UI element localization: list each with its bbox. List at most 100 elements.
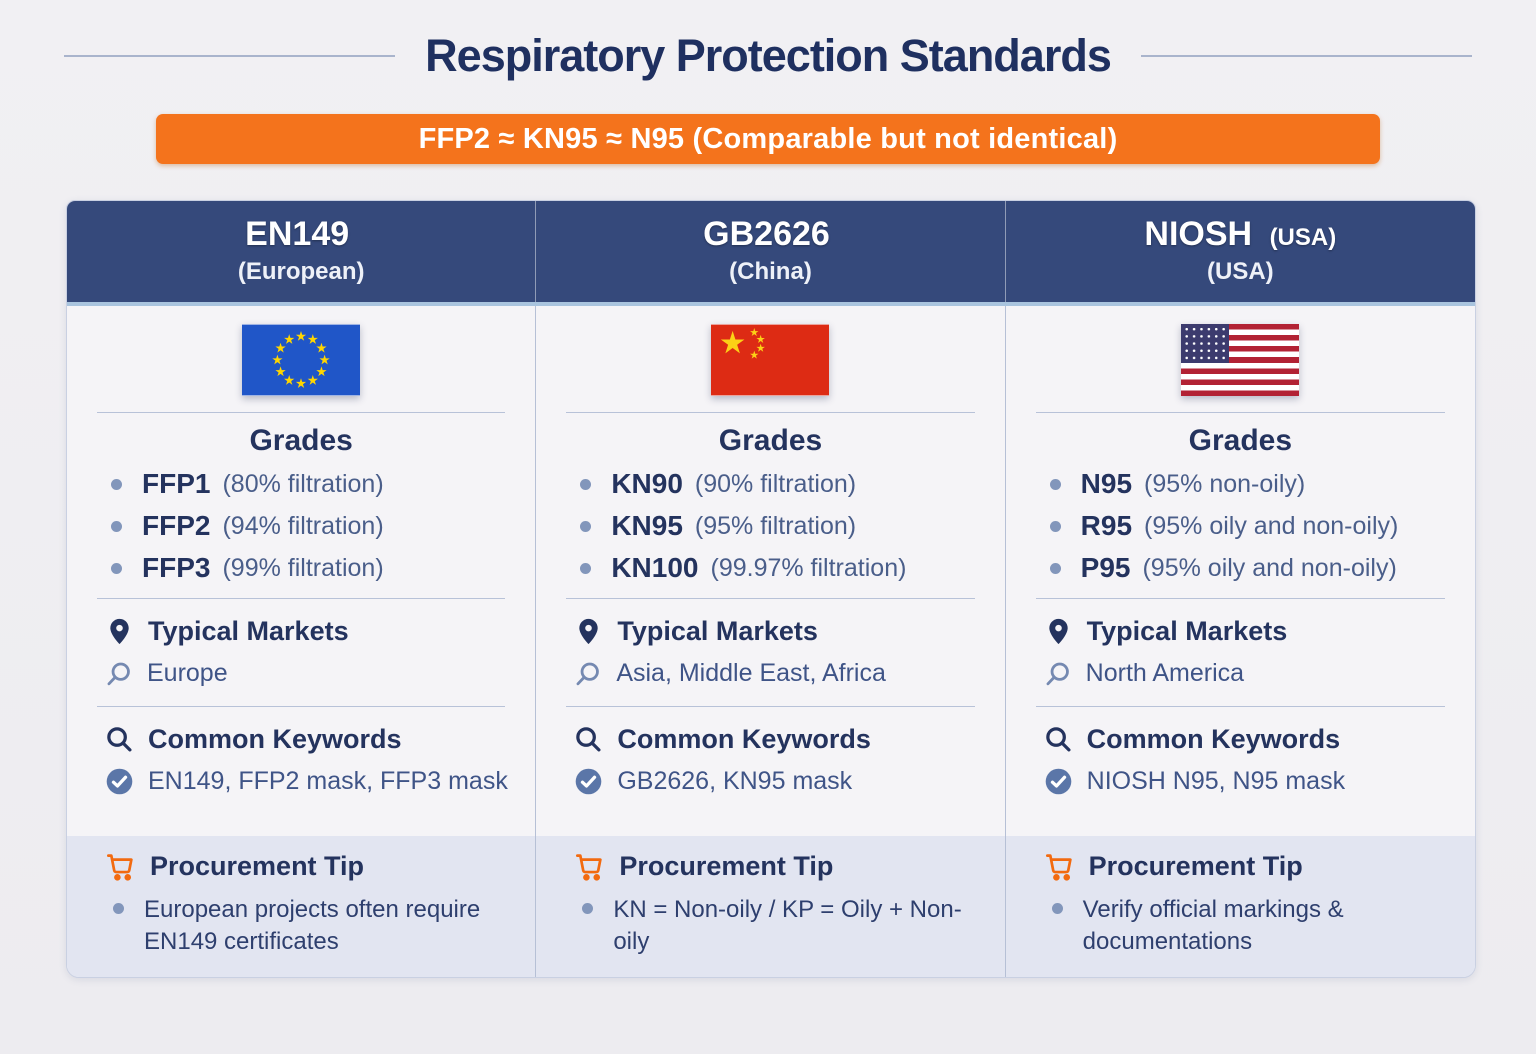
bullet-dot [582, 903, 594, 914]
standard-name: EN149 [73, 215, 529, 254]
grades-list: KN90 (90% filtration) KN95 (95% filtration… [536, 468, 1004, 584]
eu-flag [242, 324, 361, 396]
markets-text: North America [1085, 659, 1245, 687]
grade-detail: (95% oily and non-oily) [1142, 553, 1397, 582]
title-flank-line-right [1140, 55, 1473, 57]
bullet-dot [1049, 478, 1061, 490]
common-keywords-title: Common Keywords [67, 724, 535, 755]
grades-heading: Grades [249, 424, 353, 457]
keywords-text: EN149, FFP2 mask, FFP3 mask [148, 767, 508, 795]
standard-name: GB2626 [542, 215, 998, 254]
common-keywords-title: Common Keywords [1006, 724, 1475, 755]
bullet-dot [113, 903, 124, 914]
section-divider [1035, 598, 1445, 599]
equivalence-banner: FFP2 ≈ KN95 ≈ N95 (Comparable but not id… [156, 114, 1380, 164]
standard-code: GB2626 [703, 215, 830, 253]
bullet-dot [111, 520, 122, 532]
grade-name: FFP1 [142, 468, 211, 499]
grade-item: R95 (95% oily and non-oily) [1049, 510, 1465, 542]
procurement-tip-title: Procurement Tip [1006, 851, 1451, 882]
markets-text: Asia, Middle East, Africa [616, 659, 886, 687]
table-header-row: EN149 (European) GB2626 (China) NIOSH (U… [67, 201, 1475, 306]
section-divider [97, 706, 506, 707]
markets-text: Europe [147, 659, 228, 687]
procurement-tip-text: European projects often require EN149 ce… [67, 894, 511, 959]
grade-item: KN90 (90% filtration) [580, 468, 994, 500]
check-circle-icon [574, 767, 604, 796]
section-divider [566, 412, 975, 413]
bullet-dot [580, 520, 592, 532]
china-flag [711, 324, 830, 396]
standard-region: (China) [729, 258, 812, 285]
common-keywords-label: Common Keywords [617, 724, 871, 754]
grade-detail: (95% non-oily) [1144, 469, 1306, 498]
grade-item: KN100 (99.97% filtration) [580, 552, 994, 584]
bullet-dot [580, 562, 592, 574]
column-header-gb2626: GB2626 (China) [536, 201, 1006, 302]
grade-detail: (94% filtration) [222, 511, 384, 540]
magnifier-icon [576, 662, 600, 685]
tip-text: European projects often require EN149 ce… [144, 896, 481, 956]
common-keywords-title: Common Keywords [536, 724, 1004, 755]
column-header-en149: EN149 (European) [67, 201, 537, 302]
title-row: Respiratory Protection Standards [64, 30, 1473, 82]
column-gb2626: Grades KN90 (90% filtration) KN95 (95% fil… [536, 306, 1006, 836]
page-title: Respiratory Protection Standards [425, 30, 1112, 81]
standard-code-suffix: (USA) [1269, 224, 1337, 251]
standard-name: NIOSH (USA) [1012, 215, 1469, 254]
common-keywords-value: EN149, FFP2 mask, FFP3 mask [67, 767, 535, 796]
tip-text: KN = Non-oily / KP = Oily + Non-oily [613, 896, 962, 956]
section-divider [1035, 706, 1445, 707]
common-keywords-value: NIOSH N95, N95 mask [1006, 767, 1475, 796]
bullet-dot [1049, 562, 1061, 574]
keywords-text: NIOSH N95, N95 mask [1086, 767, 1346, 795]
grade-item: KN95 (95% filtration) [580, 510, 994, 542]
grade-detail: (99% filtration) [222, 553, 384, 582]
procurement-tip-gb2626: Procurement Tip KN = Non-oily / KP = Oil… [536, 836, 1006, 977]
grades-heading: Grades [718, 424, 823, 457]
location-pin-icon [579, 618, 599, 645]
common-keywords-label: Common Keywords [148, 724, 402, 754]
standard-code: EN149 [245, 215, 350, 253]
procurement-tip-title: Procurement Tip [536, 851, 980, 882]
procurement-tip-text: Verify official markings & documentation… [1006, 894, 1451, 959]
search-icon [1045, 727, 1071, 752]
respiratory-standards-infographic: Respiratory Protection Standards FFP2 ≈ … [0, 30, 1536, 1054]
section-divider [1035, 412, 1445, 413]
procurement-tip-label: Procurement Tip [150, 851, 365, 881]
check-circle-icon [1043, 767, 1073, 796]
grade-item: N95 (95% non-oily) [1049, 468, 1465, 500]
grades-list: N95 (95% non-oily) R95 (95% oily and non-o… [1006, 468, 1475, 584]
grade-detail: (80% filtration) [222, 469, 384, 498]
magnifier-icon [1046, 662, 1069, 685]
usa-flag-canton [1181, 324, 1230, 363]
location-pin-icon [110, 618, 129, 645]
bullet-dot [111, 562, 122, 574]
tip-text: Verify official markings & documentation… [1082, 896, 1344, 956]
cart-icon [107, 854, 133, 881]
grade-name: N95 [1080, 468, 1133, 499]
table-body: Grades FFP1 (80% filtration) FFP2 (94% fil… [67, 306, 1475, 836]
grade-item: FFP2 (94% filtration) [111, 510, 525, 542]
typical-markets-label: Typical Markets [1086, 616, 1288, 646]
standard-region: (European) [237, 258, 365, 285]
procurement-tip-text: KN = Non-oily / KP = Oily + Non-oily [536, 894, 980, 959]
grade-item: P95 (95% oily and non-oily) [1049, 552, 1465, 584]
grade-name: P95 [1080, 552, 1131, 583]
section-divider [566, 706, 975, 707]
typical-markets-title: Typical Markets [67, 616, 535, 647]
typical-markets-title: Typical Markets [1006, 616, 1475, 647]
column-header-niosh: NIOSH (USA) (USA) [1006, 201, 1475, 302]
cart-icon [576, 854, 603, 881]
grade-name: KN95 [611, 510, 683, 541]
grade-name: KN100 [611, 552, 699, 583]
typical-markets-value: Europe [67, 659, 535, 688]
bullet-dot [111, 478, 122, 490]
bullet-dot [1051, 903, 1063, 914]
standard-code: NIOSH [1144, 215, 1253, 253]
standards-comparison-table: EN149 (European) GB2626 (China) NIOSH (U… [66, 200, 1476, 978]
check-circle-icon [105, 767, 134, 796]
typical-markets-label: Typical Markets [148, 616, 349, 646]
procurement-tip-niosh: Procurement Tip Verify official markings… [1006, 836, 1475, 977]
location-pin-icon [1048, 618, 1068, 645]
